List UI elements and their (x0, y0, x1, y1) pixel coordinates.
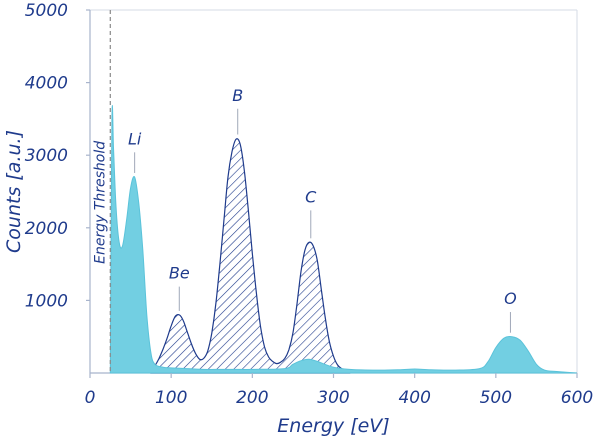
x-tick-label: 100 (155, 388, 187, 408)
y-tick-label: 1000 (25, 291, 68, 311)
peak-label-be: Be (169, 264, 190, 283)
peak-annotations: Li Be B C O (128, 86, 517, 333)
x-tick-label: 500 (480, 388, 512, 408)
peak-label-o: O (504, 289, 517, 308)
x-axis-title: Energy [eV] (277, 415, 389, 437)
peak-label-b: B (232, 86, 243, 105)
energy-threshold-label: Energy Threshold (92, 141, 108, 264)
y-tick-label: 3000 (25, 146, 68, 166)
x-tick-label: 200 (236, 388, 268, 408)
x-tick-label: 400 (398, 388, 430, 408)
series-hatched-peaks (150, 138, 351, 374)
y-axis-title: Counts [a.u.] (3, 130, 25, 253)
y-tick-label: 4000 (25, 74, 68, 94)
y-ticks: 1000 2000 3000 4000 5000 (25, 1, 90, 311)
peak-label-li: Li (128, 129, 142, 148)
x-tick-label: 300 (317, 388, 349, 408)
series-filled-spectrum (109, 105, 578, 374)
x-tick-label: 600 (561, 388, 593, 408)
y-tick-label: 2000 (25, 219, 68, 239)
x-ticks: 0 100 200 300 400 500 600 (85, 373, 593, 408)
x-tick-label: 0 (85, 388, 96, 408)
y-tick-label: 5000 (25, 1, 68, 21)
peak-label-c: C (305, 187, 317, 206)
